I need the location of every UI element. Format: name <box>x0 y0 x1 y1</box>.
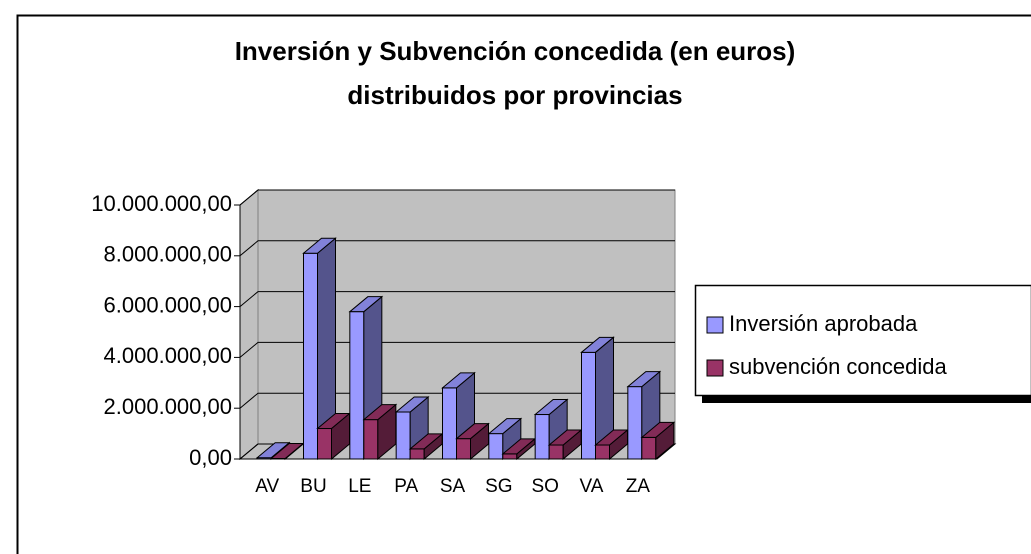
y-tick-label: 6.000.000,00 <box>104 292 232 317</box>
grid-line <box>239 291 675 307</box>
x-tick-label: SG <box>485 476 512 497</box>
bar-front <box>627 386 643 460</box>
grid-line <box>239 392 675 409</box>
legend-label: Inversión aprobada <box>729 311 918 336</box>
bar-front <box>581 351 596 460</box>
bar-front <box>395 411 411 460</box>
bar-top <box>455 423 490 440</box>
bar-top <box>580 336 615 353</box>
x-tick-label: LE <box>348 476 371 497</box>
side-wall <box>239 188 259 461</box>
x-tick-label: VA <box>580 476 604 497</box>
chart-title: distribuidos por provincias <box>347 80 682 110</box>
bar-front <box>534 414 550 460</box>
bar-top <box>255 442 291 459</box>
bar-top <box>533 399 569 416</box>
chart-title: Inversión y Subvención concedida (en eur… <box>235 36 796 66</box>
bar-top <box>362 404 398 421</box>
legend-label: subvención concedida <box>729 354 947 379</box>
x-tick-label: SA <box>440 476 466 497</box>
bar-front <box>317 428 332 460</box>
bar-top <box>348 296 384 313</box>
bar <box>362 403 398 461</box>
grid-line <box>239 240 675 257</box>
bar-front <box>595 444 610 460</box>
bar-front <box>442 387 457 460</box>
bar <box>501 437 537 461</box>
legend-swatch <box>706 359 724 377</box>
y-tick-label: 0,00 <box>189 445 232 470</box>
x-tick-label: PA <box>394 476 418 497</box>
y-tick-label: 4.000.000,00 <box>104 343 232 368</box>
bar-top <box>394 396 430 413</box>
bar <box>594 428 629 461</box>
bar-front <box>641 436 657 460</box>
bar-front <box>502 453 518 460</box>
bar <box>302 237 337 461</box>
bar-front <box>409 448 425 460</box>
x-tick-label: SO <box>531 476 558 497</box>
bar-front <box>548 444 564 460</box>
y-tick-label: 10.000.000,00 <box>91 191 232 216</box>
bar-top <box>626 371 662 388</box>
x-tick-label: AV <box>255 476 279 497</box>
bar-front <box>349 311 365 460</box>
bar <box>580 336 615 461</box>
y-tick-label: 8.000.000,00 <box>104 242 232 267</box>
bar <box>316 412 351 461</box>
bar <box>455 422 490 461</box>
bar-front <box>303 252 318 460</box>
bar-top <box>640 421 676 438</box>
bar-front <box>363 419 379 460</box>
bar <box>640 421 676 461</box>
y-tick-label: 2.000.000,00 <box>104 394 232 419</box>
x-tick-label: ZA <box>626 476 651 497</box>
grid-line <box>239 189 675 206</box>
bar-top <box>302 237 337 254</box>
bar-top <box>441 372 476 389</box>
bar-front <box>488 433 504 460</box>
grid-line <box>239 341 675 358</box>
bar-top <box>487 418 523 435</box>
bar-front <box>456 438 471 460</box>
legend-swatch <box>706 316 724 334</box>
bar <box>408 432 444 461</box>
legend <box>694 284 1031 397</box>
x-tick-label: BU <box>300 476 326 497</box>
